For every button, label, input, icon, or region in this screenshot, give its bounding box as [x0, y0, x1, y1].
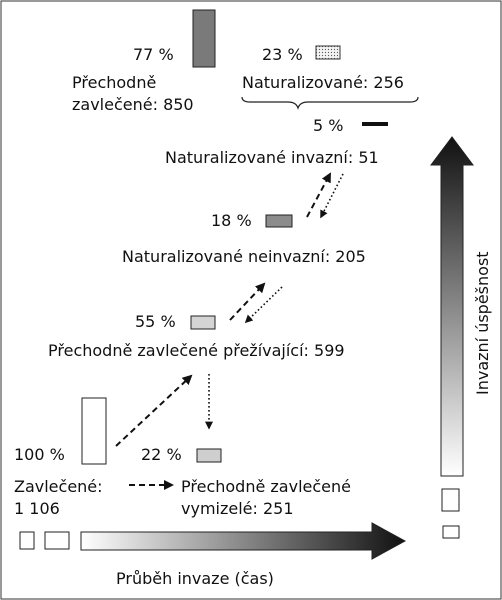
label-introduced-line2: 1 106 — [14, 499, 60, 518]
arrow-to-noninvasive — [229, 282, 266, 321]
bar-noninvasive — [265, 214, 293, 228]
pct-invasive: 5 % — [313, 116, 343, 135]
pct-introduced: 100 % — [14, 445, 65, 464]
arrow-to-surviving — [115, 374, 193, 447]
label-surviving: Přechodně zavlečené přežívající: 599 — [48, 341, 345, 360]
pct-extinct: 22 % — [141, 445, 182, 464]
pct-noninvasive: 18 % — [211, 211, 252, 230]
axis-success-label: Invazní úspěšnost — [473, 251, 492, 395]
label-invasive: Naturalizované invazní: 51 — [165, 148, 379, 167]
bar-introduced — [81, 397, 107, 465]
axis-time-label: Průběh invaze (čas) — [116, 569, 274, 588]
arrow-from-noninvasive — [244, 286, 283, 324]
bar-extinct — [196, 448, 222, 463]
label-transient-line1: Přechodně — [72, 73, 156, 92]
label-extinct-line2: vymizelé: 251 — [181, 499, 294, 518]
bar-invasive — [362, 122, 388, 126]
bar-transient — [192, 9, 216, 68]
time-arrow — [80, 522, 407, 560]
bar-naturalized — [315, 45, 341, 60]
pct-surviving: 55 % — [135, 312, 176, 331]
bar-surviving — [190, 315, 216, 330]
label-naturalized: Naturalizované: 256 — [242, 73, 404, 92]
label-extinct-line1: Přechodně zavlečené — [181, 477, 351, 496]
label-noninvasive: Naturalizované neinvazní: 205 — [122, 247, 366, 266]
legend-box-medium — [44, 531, 70, 550]
label-transient-line2: zavlečené: 850 — [72, 95, 194, 114]
success-arrow — [430, 136, 474, 477]
legend-box-tall — [441, 488, 460, 512]
legend-box-small — [19, 531, 35, 550]
label-introduced-line1: Zavlečené: — [14, 477, 103, 496]
pct-naturalized: 23 % — [262, 45, 303, 64]
pct-transient: 77 % — [133, 45, 174, 64]
arrow-from-invasive — [320, 173, 344, 219]
brace-naturalized — [241, 96, 419, 110]
arrow-to-invasive — [306, 172, 331, 218]
legend-box-short — [442, 525, 460, 539]
